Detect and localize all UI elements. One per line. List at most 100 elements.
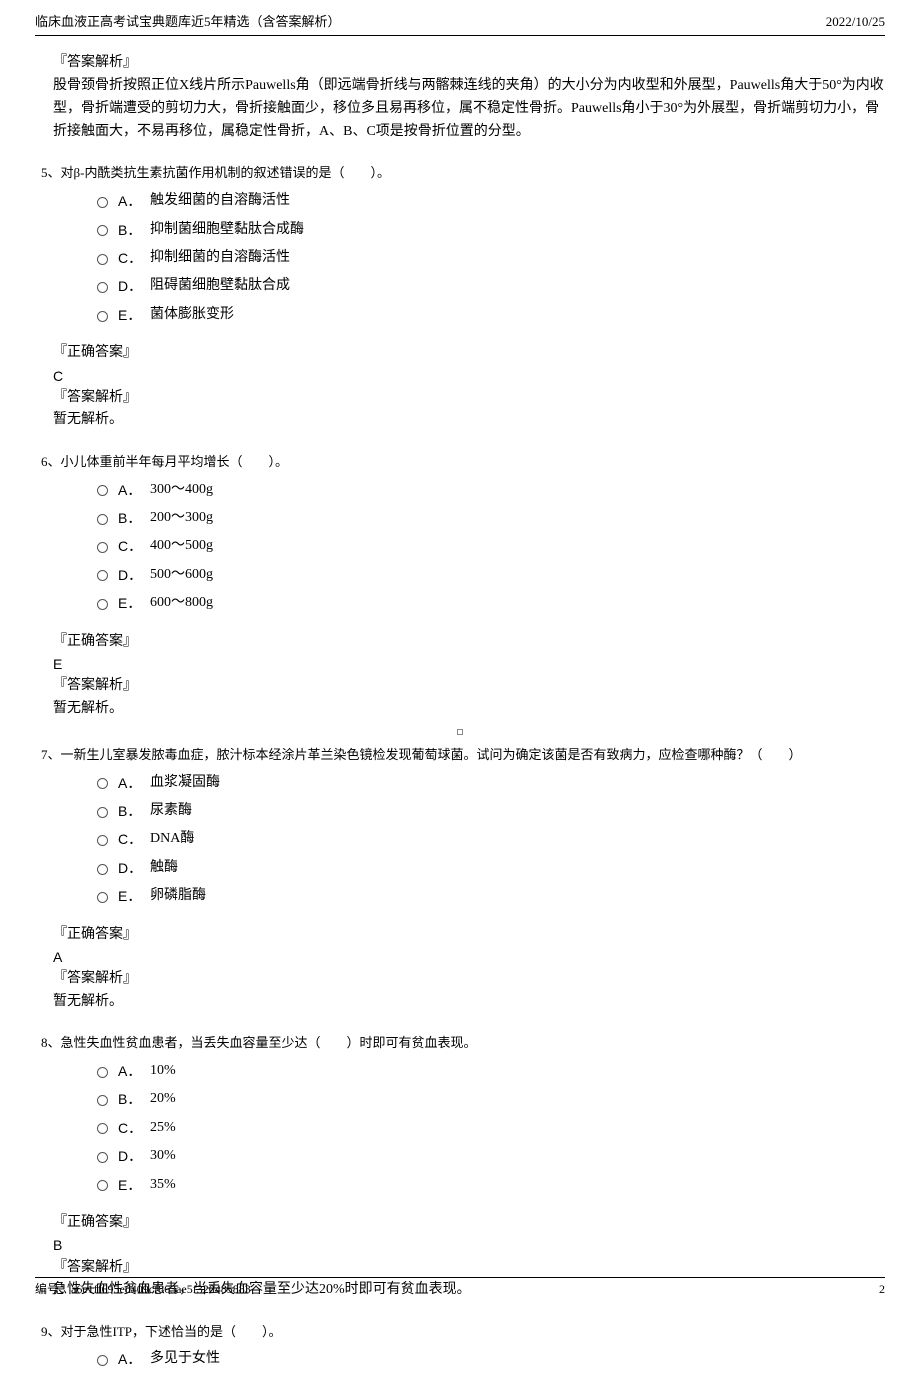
option-row[interactable]: E．卵磷脂酶 (97, 885, 885, 907)
option-label: B． (118, 507, 146, 529)
option-text: 600～800g (150, 592, 213, 614)
radio-icon[interactable] (97, 282, 108, 293)
radio-icon[interactable] (97, 485, 108, 496)
option-label: A． (118, 1060, 146, 1082)
radio-icon[interactable] (97, 197, 108, 208)
question-stem: 8、急性失血性贫血患者，当丢失血容量至少达（ ）时即可有贫血表现。 (41, 1033, 885, 1054)
page-header: 临床血液正高考试宝典题库近5年精选（含答案解析） 2022/10/25 (35, 12, 885, 36)
option-text: 抑制细菌的自溶酶活性 (150, 247, 290, 269)
option-label: C． (118, 1117, 146, 1139)
explanation-label: 『答案解析』 (53, 52, 885, 74)
radio-icon[interactable] (97, 1123, 108, 1134)
radio-icon[interactable] (97, 311, 108, 322)
option-label: E． (118, 592, 146, 614)
option-text: 30% (150, 1145, 176, 1167)
option-label: B． (118, 1088, 146, 1110)
option-row[interactable]: E．菌体膨胀变形 (97, 304, 885, 326)
radio-icon[interactable] (97, 864, 108, 875)
option-text: 200～300g (150, 507, 213, 529)
option-text: 菌体膨胀变形 (150, 304, 234, 326)
radio-icon[interactable] (97, 807, 108, 818)
question-stem: 5、对β-内酰类抗生素抗菌作用机制的叙述错误的是（ ）。 (41, 163, 885, 184)
radio-icon[interactable] (97, 514, 108, 525)
radio-icon[interactable] (97, 570, 108, 581)
option-row[interactable]: B．抑制菌细胞壁黏肽合成酶 (97, 219, 885, 241)
option-label: C． (118, 535, 146, 557)
question: 8、急性失血性贫血患者，当丢失血容量至少达（ ）时即可有贫血表现。A．10%B．… (35, 1033, 885, 1301)
option-label: C． (118, 828, 146, 850)
option-label: D． (118, 1145, 146, 1167)
correct-answer-value: E (53, 653, 885, 675)
radio-icon[interactable] (97, 1180, 108, 1191)
explanation-text: 股骨颈骨折按照正位X线片所示Pauwells角（即远端骨折线与两髂棘连线的夹角）… (53, 74, 885, 143)
options-group: A．血浆凝固酶 B．尿素酶 C．DNA酶 D．触酶 E．卵磷脂酶 (97, 772, 885, 908)
radio-icon[interactable] (97, 225, 108, 236)
option-label: B． (118, 219, 146, 241)
option-row[interactable]: B．20% (97, 1088, 885, 1110)
explanation-label: 『答案解析』 (53, 1257, 885, 1279)
option-label: A． (118, 190, 146, 212)
option-label: D． (118, 564, 146, 586)
option-row[interactable]: A．多见于女性 (97, 1348, 885, 1370)
header-date: 2022/10/25 (826, 12, 885, 33)
question: 9、对于急性ITP，下述恰当的是（ ）。 A．多见于女性 (35, 1322, 885, 1371)
option-text: 抑制菌细胞壁黏肽合成酶 (150, 219, 304, 241)
radio-icon[interactable] (97, 1067, 108, 1078)
correct-answer-value: B (53, 1234, 885, 1256)
radio-icon[interactable] (97, 1355, 108, 1366)
option-row[interactable]: C．DNA酶 (97, 828, 885, 850)
footer-id-label: 编号： (35, 1282, 71, 1296)
option-row[interactable]: D．30% (97, 1145, 885, 1167)
option-row[interactable]: A．触发细菌的自溶酶活性 (97, 190, 885, 212)
option-label: D． (118, 275, 146, 297)
option-text: 300～400g (150, 479, 213, 501)
answer-block: 『正确答案』C『答案解析』暂无解析。 (53, 342, 885, 432)
question: 5、对β-内酰类抗生素抗菌作用机制的叙述错误的是（ ）。 A．触发细菌的自溶酶活性… (35, 163, 885, 431)
option-label: E． (118, 304, 146, 326)
correct-answer-value: A (53, 946, 885, 968)
option-label: E． (118, 1174, 146, 1196)
option-row[interactable]: A．300～400g (97, 479, 885, 501)
page-footer: 编号：a6e1ff695ed409cf863ae5f320485883 2 (35, 1277, 885, 1299)
option-row[interactable]: C．400～500g (97, 535, 885, 557)
option-text: 20% (150, 1088, 176, 1110)
question-stem: 9、对于急性ITP，下述恰当的是（ ）。 (41, 1322, 885, 1343)
radio-icon[interactable] (97, 1095, 108, 1106)
radio-icon[interactable] (97, 542, 108, 553)
option-label: A． (118, 1348, 146, 1370)
option-row[interactable]: D．500～600g (97, 564, 885, 586)
option-label: A． (118, 479, 146, 501)
option-row[interactable]: B．尿素酶 (97, 800, 885, 822)
option-row[interactable]: C．抑制细菌的自溶酶活性 (97, 247, 885, 269)
option-text: 10% (150, 1060, 176, 1082)
question-stem: 6、小儿体重前半年每月平均增长（ ）。 (41, 452, 885, 473)
answer-block: 『正确答案』A『答案解析』暂无解析。 (53, 924, 885, 1014)
option-text: 尿素酶 (150, 800, 192, 822)
option-label: E． (118, 885, 146, 907)
correct-answer-label: 『正确答案』 (53, 924, 885, 946)
option-text: 触酶 (150, 857, 178, 879)
radio-icon[interactable] (97, 254, 108, 265)
correct-answer-label: 『正确答案』 (53, 342, 885, 364)
option-row[interactable]: D．阻碍菌细胞壁黏肽合成 (97, 275, 885, 297)
option-text: 25% (150, 1117, 176, 1139)
explanation-label: 『答案解析』 (53, 387, 885, 409)
footer-page: 2 (879, 1280, 885, 1299)
correct-answer-label: 『正确答案』 (53, 1212, 885, 1234)
option-text: 血浆凝固酶 (150, 772, 220, 794)
radio-icon[interactable] (97, 778, 108, 789)
options-group: A．10%B．20%C．25%D．30%E．35% (97, 1060, 885, 1196)
option-row[interactable]: B．200～300g (97, 507, 885, 529)
radio-icon[interactable] (97, 835, 108, 846)
option-row[interactable]: E．35% (97, 1174, 885, 1196)
footer-id-value: a6e1ff695ed409cf863ae5f320485883 (71, 1282, 251, 1296)
option-row[interactable]: E．600～800g (97, 592, 885, 614)
radio-icon[interactable] (97, 599, 108, 610)
option-row[interactable]: C．25% (97, 1117, 885, 1139)
explanation-text: 暂无解析。 (53, 698, 885, 720)
option-row[interactable]: D．触酶 (97, 857, 885, 879)
radio-icon[interactable] (97, 892, 108, 903)
option-row[interactable]: A．10% (97, 1060, 885, 1082)
radio-icon[interactable] (97, 1152, 108, 1163)
option-row[interactable]: A．血浆凝固酶 (97, 772, 885, 794)
